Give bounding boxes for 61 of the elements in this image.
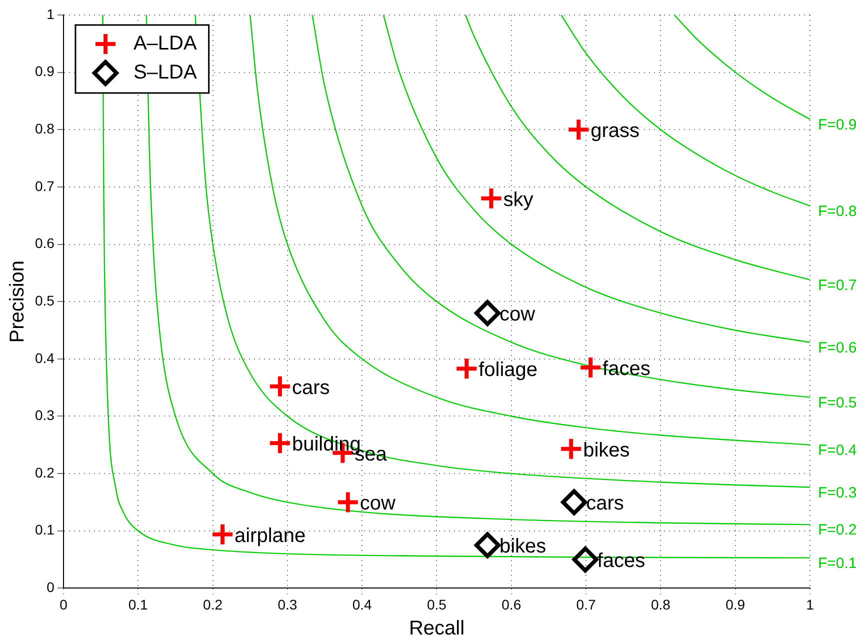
series-label: F=0.7 xyxy=(818,276,857,294)
x-tick-label: 0.7 xyxy=(576,596,596,612)
series-label: F=0.8 xyxy=(818,203,857,220)
y-tick-label: 0.3 xyxy=(34,407,55,424)
y-axis-title: Precision xyxy=(6,260,29,343)
point xyxy=(336,490,360,514)
x-tick-label: 0.1 xyxy=(128,596,148,612)
annotation: sky xyxy=(503,188,534,211)
point xyxy=(561,489,588,516)
annotation: cow xyxy=(360,492,396,515)
series-label: F=0.5 xyxy=(818,394,857,412)
y-tick-label: 0.6 xyxy=(34,235,55,252)
series-label: F=0.3 xyxy=(818,484,857,502)
line-series xyxy=(464,15,810,280)
point xyxy=(474,300,500,326)
point xyxy=(479,186,504,210)
point xyxy=(454,356,479,381)
x-tick-label: 0.3 xyxy=(278,596,298,612)
annotation: airplane xyxy=(234,524,306,547)
x-tick-label: 0.6 xyxy=(502,596,522,612)
x-tick-label: 0.9 xyxy=(726,596,746,612)
x-axis-title: Recall xyxy=(408,618,465,640)
y-tick-label: 0.7 xyxy=(34,178,55,194)
y-tick-label: 0.9 xyxy=(34,63,55,80)
point xyxy=(474,532,500,558)
point xyxy=(268,431,292,456)
x-tick-label: 1 xyxy=(806,596,814,612)
series-label: F=0.4 xyxy=(818,442,857,460)
y-tick-label: 0.8 xyxy=(34,120,55,136)
point xyxy=(572,546,598,573)
point xyxy=(210,522,234,546)
point xyxy=(566,118,591,142)
series-label: F=0.6 xyxy=(818,339,857,356)
line-series xyxy=(560,15,810,206)
annotation: bikes xyxy=(499,536,546,558)
x-tick-label: 0 xyxy=(60,596,68,612)
line-series xyxy=(674,15,810,120)
y-tick-label: 0.2 xyxy=(34,464,55,480)
y-tick-label: 0 xyxy=(46,579,55,596)
legend-label: S–LDA xyxy=(133,62,198,84)
annotation: bikes xyxy=(583,439,630,462)
annotation: grass xyxy=(590,120,640,142)
annotation: cow xyxy=(499,304,536,326)
series-label: F=0.9 xyxy=(818,116,857,134)
y-tick-label: 0.4 xyxy=(34,350,55,366)
x-tick-label: 0.5 xyxy=(426,596,447,612)
series-label: F=0.1 xyxy=(818,554,857,572)
x-tick-label: 0.4 xyxy=(352,596,372,612)
annotation: cars xyxy=(586,492,624,515)
x-tick-label: 0.8 xyxy=(650,596,671,612)
x-tick-label: 0.2 xyxy=(203,596,223,612)
point xyxy=(268,374,292,398)
series-label: F=0.2 xyxy=(818,522,857,539)
y-tick-label: 0.5 xyxy=(34,292,55,308)
point xyxy=(559,436,584,461)
y-tick-label: 1 xyxy=(46,6,55,22)
annotation: cars xyxy=(292,376,330,399)
annotation: foliage xyxy=(478,359,538,382)
y-tick-label: 0.1 xyxy=(34,522,55,538)
legend-label: A–LDA xyxy=(133,32,198,55)
line-series xyxy=(382,15,810,343)
